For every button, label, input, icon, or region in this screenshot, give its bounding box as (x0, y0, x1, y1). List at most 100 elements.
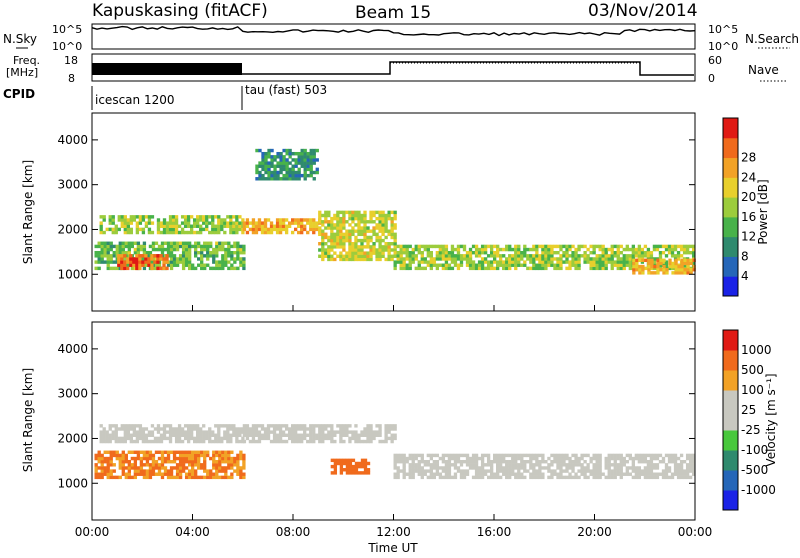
echo-cell (212, 466, 216, 470)
echo-cell (106, 241, 110, 246)
echo-cell (245, 430, 250, 434)
echo-cell (315, 436, 319, 441)
echo-cell (229, 221, 233, 225)
echo-cell (429, 472, 433, 476)
echo-cell (508, 257, 512, 261)
echo-cell (411, 260, 415, 264)
echo-cell (378, 216, 382, 221)
echo-cell (450, 257, 455, 261)
echo-cell (685, 247, 690, 252)
echo-cell (589, 266, 593, 271)
echo-cell (650, 264, 654, 269)
echo-cell (438, 263, 443, 267)
echo-cell (565, 250, 569, 255)
echo-cell (435, 266, 440, 271)
echo-cell (520, 475, 524, 480)
echo-cell (309, 148, 313, 153)
echo-cell (200, 266, 204, 271)
echo-cell (217, 427, 221, 431)
colorbar-tick-label: 20 (741, 190, 756, 204)
echo-cell (97, 466, 101, 470)
echo-cell (363, 458, 368, 463)
echo-cell (342, 245, 346, 249)
echo-cell (136, 472, 141, 476)
echo-cell (496, 472, 500, 476)
echo-cell (94, 469, 98, 473)
echo-cell (97, 475, 101, 480)
echo-cell (166, 250, 171, 255)
echo-cell (577, 260, 581, 264)
echo-cell (480, 459, 485, 464)
echo-cell (318, 220, 322, 224)
echo-cell (384, 242, 388, 246)
echo-cell (441, 266, 446, 271)
echo-cell (275, 227, 280, 232)
echo-cell (245, 224, 250, 228)
echo-cell (447, 475, 452, 480)
echo-cell (255, 170, 259, 175)
echo-cell (168, 427, 173, 431)
echo-cell (619, 260, 623, 264)
echo-cell (169, 450, 174, 455)
echo-cell (444, 263, 449, 267)
echo-cell (565, 453, 569, 458)
echo-cell (574, 453, 578, 458)
echo-cell (420, 475, 424, 480)
echo-cell (517, 260, 521, 264)
echo-cell (196, 427, 200, 431)
echo-cell (577, 244, 581, 249)
echo-cell (671, 264, 675, 269)
echo-cell (348, 242, 352, 246)
echo-cell (658, 254, 663, 258)
echo-cell (402, 244, 406, 249)
echo-cell (360, 242, 364, 246)
echo-cell (254, 439, 259, 444)
echo-cell (345, 229, 349, 233)
echo-cell (321, 439, 325, 444)
echo-cell (632, 267, 636, 272)
echo-cell (357, 436, 361, 441)
echo-cell (97, 453, 101, 458)
xtick-label: 00:00 (75, 525, 110, 539)
echo-cell (486, 459, 491, 464)
echo-cell (679, 247, 684, 252)
echo-cell (378, 210, 382, 215)
echo-cell (327, 235, 331, 240)
echo-cell (372, 232, 376, 237)
colorbar-tick-label: -25 (741, 423, 761, 437)
echo-cell (282, 177, 286, 181)
echo-cell (577, 254, 581, 258)
ytick-label: 4000 (57, 342, 88, 356)
echo-cell (127, 241, 131, 246)
echo-cell (638, 264, 642, 269)
echo-cell (181, 450, 186, 455)
echo-cell (202, 436, 206, 441)
echo-cell (453, 475, 458, 480)
echo-cell (604, 463, 608, 467)
echo-cell (483, 463, 488, 467)
echo-cell (142, 247, 147, 252)
echo-cell (163, 469, 168, 473)
echo-cell (184, 244, 189, 249)
echo-cell (348, 464, 353, 469)
echo-cell (607, 466, 611, 470)
echo-cell (333, 471, 338, 475)
echo-cell (267, 155, 271, 159)
echo-cell (306, 173, 310, 178)
echo-cell (647, 267, 651, 272)
echo-cell (595, 263, 599, 267)
echo-cell (321, 220, 325, 224)
echo-cell (360, 254, 364, 258)
echo-cell (661, 244, 666, 249)
echo-cell (514, 263, 518, 267)
echo-cell (303, 436, 307, 441)
echo-cell (417, 266, 421, 271)
echo-cell (345, 254, 349, 258)
echo-cell (604, 250, 608, 255)
echo-cell (499, 257, 503, 261)
echo-cell (535, 250, 539, 255)
echo-cell (148, 250, 153, 255)
echo-cell (275, 436, 280, 441)
echo-cell (239, 244, 243, 249)
echo-cell (136, 250, 141, 255)
